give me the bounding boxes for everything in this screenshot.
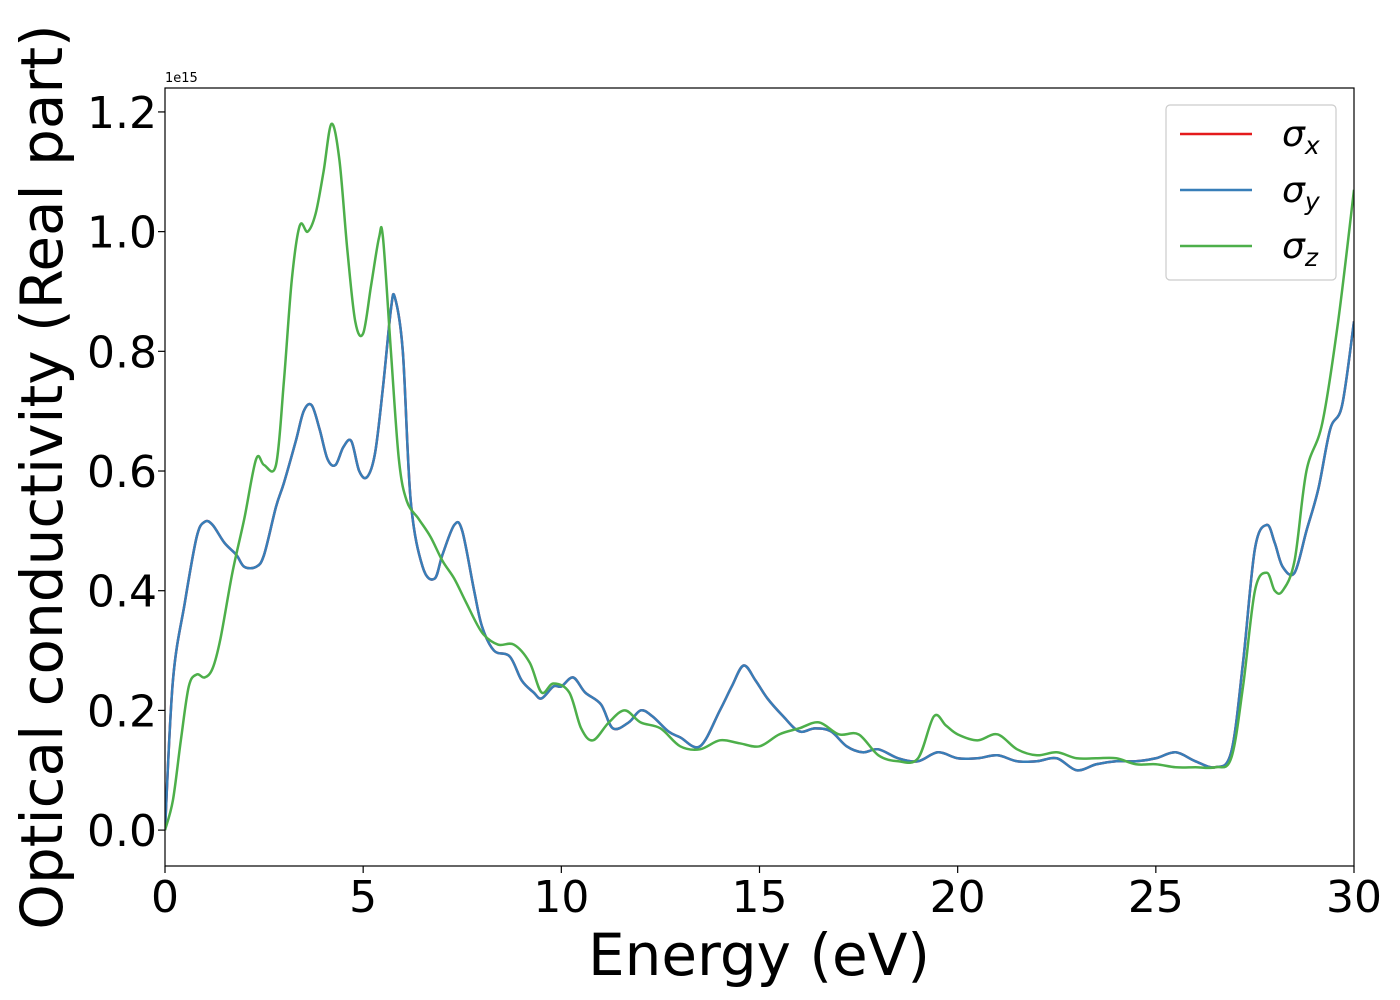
- x-tick-label: 30: [1326, 872, 1382, 923]
- y-tick-label: 1.0: [87, 208, 157, 259]
- x-tick-label: 0: [151, 872, 179, 923]
- y-tick-label: 0.4: [87, 567, 157, 618]
- x-tick-label: 15: [732, 872, 788, 923]
- legend-label-x: σx: [1282, 114, 1320, 160]
- legend: σx σy σz: [1165, 104, 1337, 281]
- series-layer: [165, 122, 1354, 831]
- y-tick-label: 0.0: [87, 806, 157, 857]
- y-axis-label: Optical conductivity (Real part): [8, 24, 76, 929]
- x-axis-label: Energy (eV): [588, 921, 930, 989]
- y-axis-ticks: 0.0 0.2 0.4 0.6 0.8 1.0 1.2: [87, 88, 165, 857]
- legend-label-y: σy: [1282, 170, 1321, 216]
- y-tick-label: 0.2: [87, 686, 157, 737]
- y-tick-label: 0.8: [87, 327, 157, 378]
- y-tick-label: 0.6: [87, 447, 157, 498]
- x-tick-label: 25: [1128, 872, 1184, 923]
- series-line-y: [165, 292, 1354, 831]
- legend-label-z: σz: [1282, 226, 1319, 272]
- series-line-z: [165, 122, 1354, 831]
- y-tick-label: 1.2: [87, 88, 157, 139]
- legend-box: [1165, 104, 1337, 281]
- x-tick-label: 10: [533, 872, 589, 923]
- x-axis-ticks: 0 5 10 15 20 25 30: [151, 866, 1382, 923]
- y-axis-offset-label: 1e15: [165, 71, 198, 86]
- x-tick-label: 5: [349, 872, 377, 923]
- x-tick-label: 20: [930, 872, 986, 923]
